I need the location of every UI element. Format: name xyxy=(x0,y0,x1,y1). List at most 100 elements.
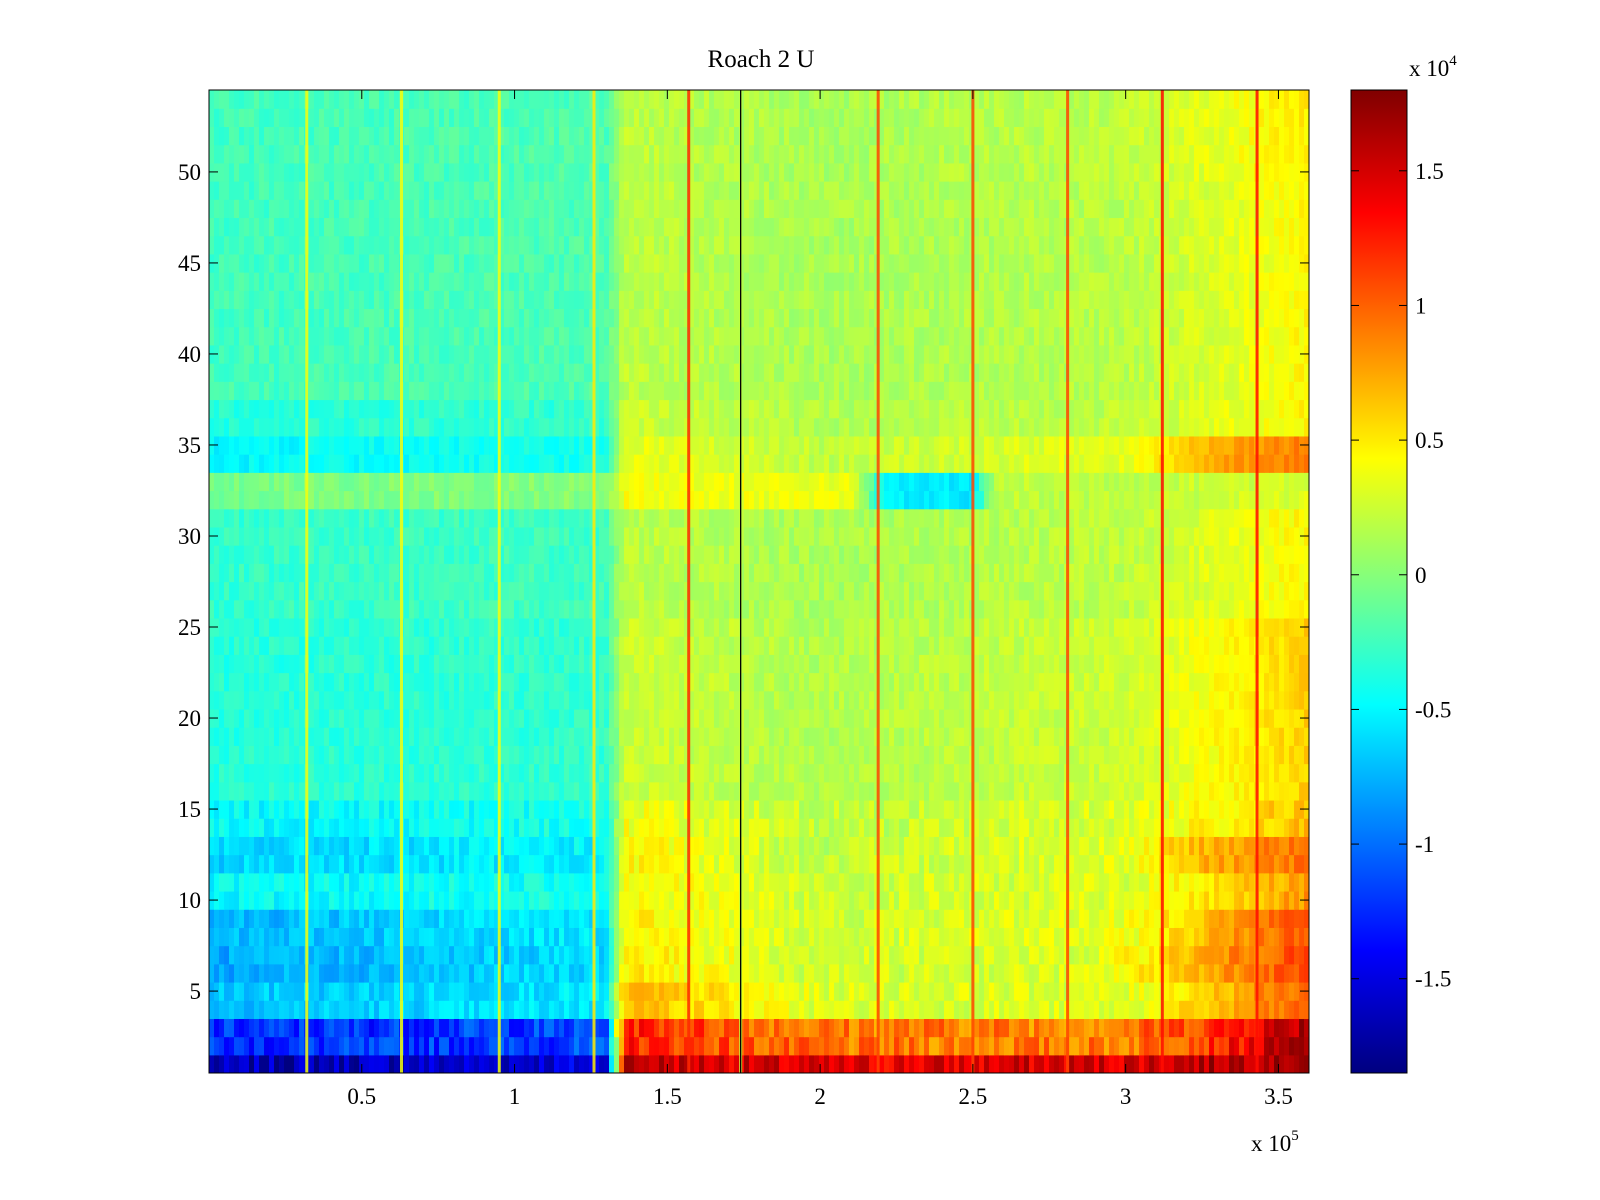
heatmap-cell xyxy=(1074,909,1080,928)
heatmap-cell xyxy=(894,836,900,856)
heatmap-cell xyxy=(1054,672,1060,692)
heatmap-cell xyxy=(1114,1018,1120,1038)
heatmap-cell xyxy=(719,745,725,765)
heatmap-cell xyxy=(1039,854,1045,874)
heatmap-cell xyxy=(959,799,965,819)
heatmap-cell xyxy=(1054,836,1060,856)
heatmap-cell xyxy=(414,872,420,892)
heatmap-cell xyxy=(314,981,320,1001)
heatmap-cell xyxy=(574,818,580,837)
heatmap-cell xyxy=(294,799,300,819)
heatmap-cell xyxy=(629,781,635,801)
heatmap-cell xyxy=(1179,1018,1185,1038)
heatmap-cell xyxy=(854,654,860,674)
heatmap-cell xyxy=(574,763,580,783)
heatmap-cell xyxy=(604,781,610,801)
heatmap-cell xyxy=(1139,727,1145,746)
heatmap-cell xyxy=(1289,872,1295,892)
heatmap-cell xyxy=(714,763,720,783)
heatmap-cell xyxy=(839,690,845,710)
heatmap-cell xyxy=(309,1036,315,1056)
heatmap-cell xyxy=(1209,963,1215,983)
heatmap-cell xyxy=(1244,854,1250,874)
heatmap-cell xyxy=(514,890,520,910)
heatmap-cell xyxy=(724,981,730,1001)
heatmap-cell xyxy=(819,927,825,947)
heatmap-cell xyxy=(1294,1018,1300,1038)
heatmap-cell xyxy=(539,690,545,710)
heatmap-cell xyxy=(249,890,255,910)
heatmap-cell xyxy=(409,981,415,1001)
heatmap-cell xyxy=(369,836,375,856)
heatmap-cell xyxy=(1244,836,1250,856)
heatmap-cell xyxy=(919,1018,925,1038)
heatmap-cell xyxy=(564,945,570,965)
heatmap-cell xyxy=(1274,763,1280,783)
heatmap-cell xyxy=(284,890,290,910)
heatmap-cell xyxy=(959,763,965,783)
heatmap-cell xyxy=(524,708,530,728)
heatmap-cell xyxy=(1189,799,1195,819)
heatmap-cell xyxy=(489,1036,495,1056)
heatmap-cell xyxy=(1134,818,1140,837)
heatmap-cell xyxy=(299,963,305,983)
heatmap-cell xyxy=(1219,763,1225,783)
heatmap-cell xyxy=(334,854,340,874)
heatmap-cell xyxy=(1009,727,1015,746)
heatmap-cell xyxy=(274,963,280,983)
heatmap-cell xyxy=(619,690,625,710)
heatmap-cell xyxy=(364,818,370,837)
heatmap-cell xyxy=(904,818,910,837)
heatmap-cell xyxy=(659,818,665,837)
heatmap-cell xyxy=(1114,781,1120,801)
heatmap-cell xyxy=(904,799,910,819)
heatmap-cell xyxy=(1069,1018,1075,1038)
heatmap-cell xyxy=(879,927,885,947)
heatmap-cell xyxy=(504,708,510,728)
heatmap-cell xyxy=(1209,672,1215,692)
heatmap-cell xyxy=(1154,854,1160,874)
heatmap-cell xyxy=(1034,872,1040,892)
heatmap-cell xyxy=(1174,1018,1180,1038)
heatmap-cell xyxy=(834,963,840,983)
heatmap-cell xyxy=(1179,872,1185,892)
heatmap-cell xyxy=(644,763,650,783)
heatmap-cell xyxy=(919,1000,925,1019)
heatmap-cell xyxy=(1274,909,1280,928)
heatmap-cell xyxy=(604,745,610,765)
heatmap-cell xyxy=(479,963,485,983)
heatmap-cell xyxy=(544,745,550,765)
heatmap-cell xyxy=(944,909,950,928)
heatmap-cell xyxy=(1004,799,1010,819)
heatmap-cell xyxy=(1119,672,1125,692)
heatmap-cell xyxy=(354,708,360,728)
heatmap-cell xyxy=(524,763,530,783)
heatmap-cell xyxy=(834,981,840,1001)
heatmap-cell xyxy=(619,818,625,837)
heatmap-cell xyxy=(419,672,425,692)
heatmap-cell xyxy=(659,945,665,965)
heatmap-cell xyxy=(944,927,950,947)
heatmap-cell xyxy=(1149,927,1155,947)
heatmap-cell xyxy=(959,872,965,892)
heatmap-cell xyxy=(694,781,700,801)
heatmap-cell xyxy=(1214,708,1220,728)
heatmap-cell xyxy=(1164,763,1170,783)
heatmap-cell xyxy=(374,781,380,801)
heatmap-cell xyxy=(389,727,395,746)
heatmap-cell xyxy=(799,799,805,819)
heatmap-cell xyxy=(869,727,875,746)
heatmap-cell xyxy=(309,727,315,746)
heatmap-cell xyxy=(1249,890,1255,910)
heatmap-cell xyxy=(694,763,700,783)
heatmap-cell xyxy=(829,818,835,837)
heatmap-cell xyxy=(1214,781,1220,801)
heatmap-cell xyxy=(414,727,420,746)
heatmap-cell xyxy=(1174,1036,1180,1056)
heatmap-cell xyxy=(614,745,620,765)
heatmap-cell xyxy=(1244,981,1250,1001)
heatmap-cell xyxy=(294,1054,300,1073)
heatmap-cell xyxy=(1124,927,1130,947)
heatmap-cell xyxy=(1234,1018,1240,1038)
heatmap-cell xyxy=(1229,799,1235,819)
